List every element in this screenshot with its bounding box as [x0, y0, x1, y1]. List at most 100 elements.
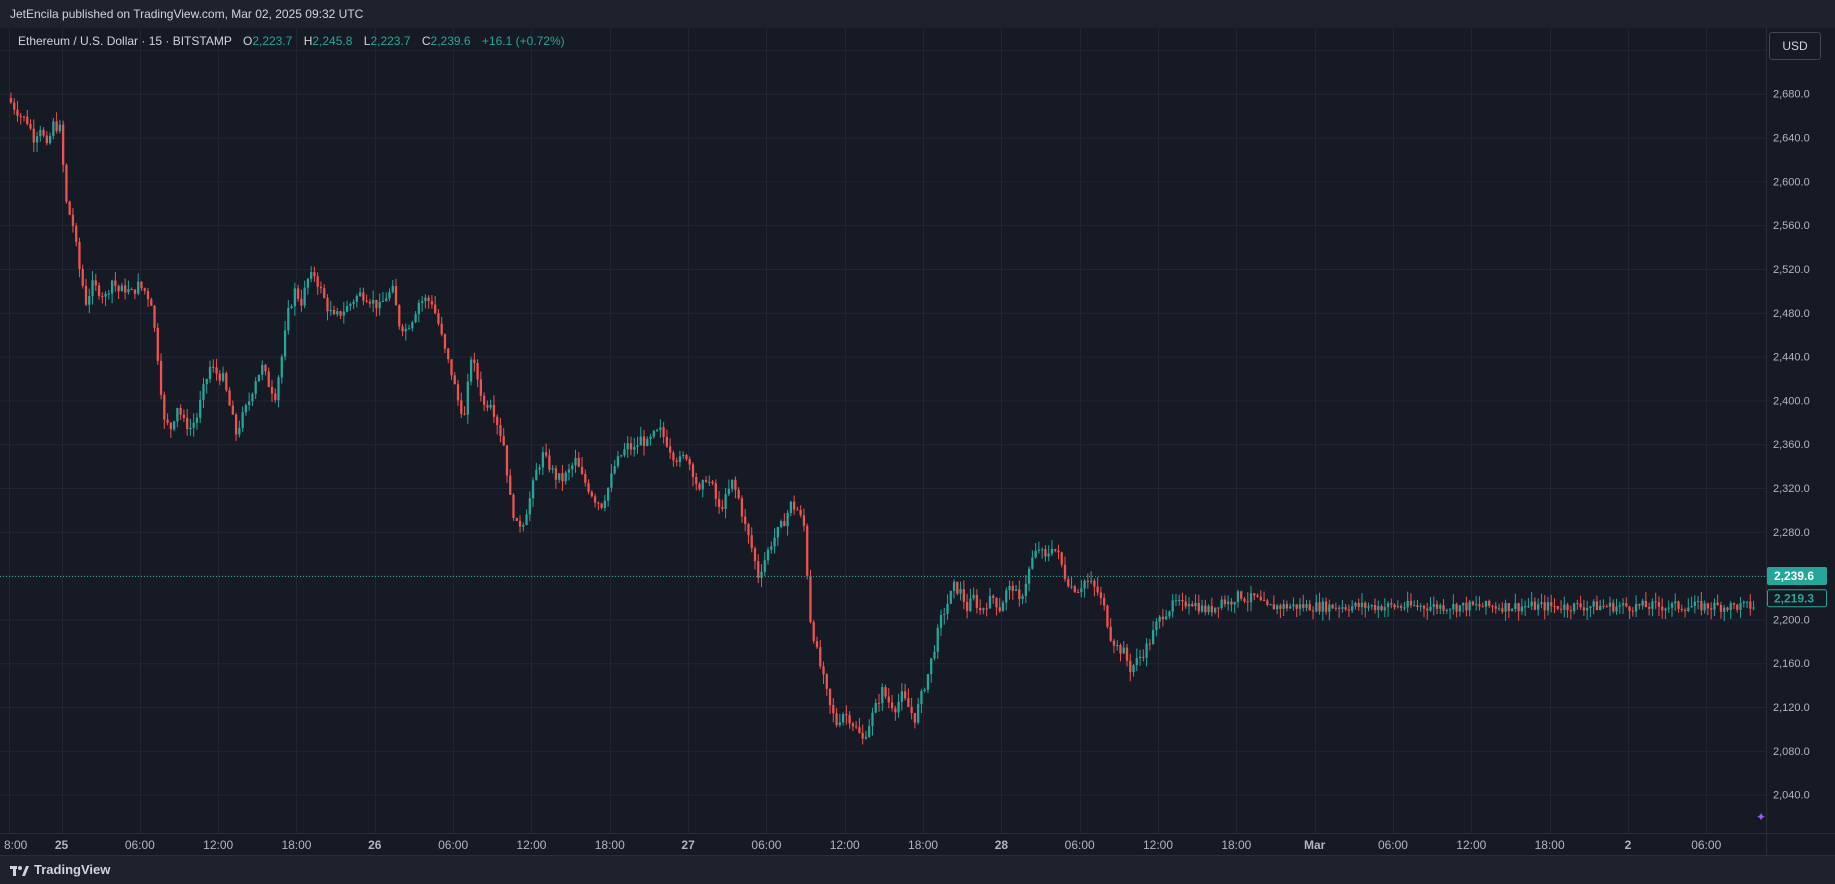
- candle-body: [1165, 616, 1168, 620]
- candle-body: [753, 548, 757, 562]
- price-tick-label: 2,280.0: [1773, 527, 1810, 539]
- candle-body: [1403, 607, 1406, 609]
- candle-body: [1729, 603, 1732, 610]
- candle-body: [972, 594, 975, 599]
- candle-body: [930, 658, 933, 675]
- candle-body: [84, 285, 88, 305]
- candle-body: [1674, 601, 1677, 604]
- candle-body: [789, 501, 793, 513]
- candle-body: [1243, 598, 1246, 602]
- candle-body: [642, 436, 646, 446]
- candle-body: [1530, 601, 1533, 607]
- candle-body: [985, 608, 988, 610]
- candle-body: [153, 305, 156, 328]
- candle-body: [192, 422, 195, 428]
- chart-area[interactable]: 2,040.02,080.02,120.02,160.02,200.02,240…: [0, 28, 1835, 855]
- candle-body: [1461, 602, 1465, 606]
- candle-body: [375, 299, 378, 309]
- candle-body: [267, 371, 270, 387]
- candle-body: [1096, 586, 1099, 593]
- candle-body: [665, 436, 669, 447]
- candle-body: [1086, 580, 1089, 582]
- candle-body: [16, 109, 19, 116]
- candle-body: [1014, 589, 1018, 591]
- candle-body: [22, 116, 26, 118]
- candle-body: [1556, 605, 1559, 609]
- candle-body: [88, 296, 91, 305]
- candle-body: [1690, 605, 1693, 608]
- candle-body: [688, 459, 691, 465]
- candle-body: [858, 727, 861, 733]
- candle-body: [838, 722, 841, 726]
- candle-body: [218, 373, 221, 381]
- candle-body: [1018, 589, 1021, 600]
- candle-body: [1142, 656, 1145, 658]
- time-tick-label: 06:00: [751, 838, 781, 852]
- time-tick-label: 12:00: [1143, 838, 1173, 852]
- candle-body: [368, 301, 372, 304]
- candle-body: [120, 285, 124, 292]
- candle-body: [1070, 586, 1073, 588]
- candle-body: [1220, 599, 1223, 609]
- candle-body: [1279, 605, 1282, 609]
- tradingview-logo[interactable]: TradingView: [10, 856, 110, 884]
- candle-body: [391, 285, 394, 293]
- candle-body: [518, 520, 522, 527]
- candle-body: [101, 296, 104, 298]
- candle-body: [296, 288, 300, 299]
- candle-body: [404, 328, 407, 332]
- price-axis[interactable]: 2,040.02,080.02,120.02,160.02,200.02,240…: [1773, 45, 1810, 802]
- sparkle-icon: ✦: [1756, 810, 1766, 824]
- candle-body: [528, 498, 531, 515]
- last-price-tag: [1767, 567, 1827, 586]
- candle-body: [1670, 603, 1674, 608]
- high-value: 2,245.8: [312, 34, 353, 48]
- candle-body: [1178, 599, 1181, 601]
- candle-body: [600, 503, 603, 508]
- time-tick-label: 18:00: [1221, 838, 1251, 852]
- candle-body: [1067, 579, 1070, 587]
- candle-body: [228, 390, 231, 406]
- candle-body: [48, 135, 52, 144]
- candle-body: [1044, 549, 1047, 557]
- candle-body: [698, 484, 701, 490]
- candle-body: [1080, 588, 1083, 593]
- candle-body: [672, 452, 675, 461]
- candle-body: [509, 475, 512, 495]
- candle-body: [110, 280, 114, 294]
- candle-body: [52, 121, 55, 136]
- candle-body: [1687, 607, 1690, 612]
- candle-body: [1311, 610, 1315, 612]
- high-label: H: [303, 34, 313, 48]
- candle-body: [1347, 609, 1351, 611]
- candle-body: [254, 381, 257, 394]
- candle-body: [1246, 601, 1249, 603]
- candle-body: [1572, 603, 1576, 612]
- candle-body: [1370, 605, 1373, 607]
- candle-body: [881, 687, 884, 704]
- candle-body: [1168, 611, 1171, 617]
- candle-body: [150, 299, 153, 306]
- price-tags: 2,239.6 2,219.3 ✦: [1756, 567, 1827, 824]
- candle-body: [1050, 548, 1054, 554]
- time-tick-label: 12:00: [830, 838, 860, 852]
- symbol-title[interactable]: Ethereum / U.S. Dollar · 15 · BITSTAMP: [18, 34, 232, 48]
- candle-body: [1664, 608, 1667, 611]
- time-axis[interactable]: 8:00 25 06:00 12:00 18:00 26 06:00 12:00 18:00 27…: [4, 838, 1722, 852]
- candle-body: [505, 445, 509, 476]
- candle-body: [1364, 602, 1367, 608]
- candle-body: [1132, 665, 1135, 673]
- candle-body: [1514, 603, 1517, 609]
- candle-body: [819, 647, 822, 667]
- candle-body: [616, 456, 620, 467]
- candle-body: [1537, 604, 1540, 610]
- candle-body: [476, 363, 479, 380]
- candle-body: [841, 714, 845, 723]
- candle-body: [1282, 604, 1285, 609]
- candle-body: [130, 289, 133, 291]
- candle-body: [1465, 602, 1468, 611]
- candlestick-chart[interactable]: 2,040.02,080.02,120.02,160.02,200.02,240…: [0, 28, 1835, 855]
- currency-button[interactable]: USD: [1769, 32, 1821, 60]
- candle-body: [1540, 602, 1543, 605]
- candle-body: [1455, 603, 1458, 612]
